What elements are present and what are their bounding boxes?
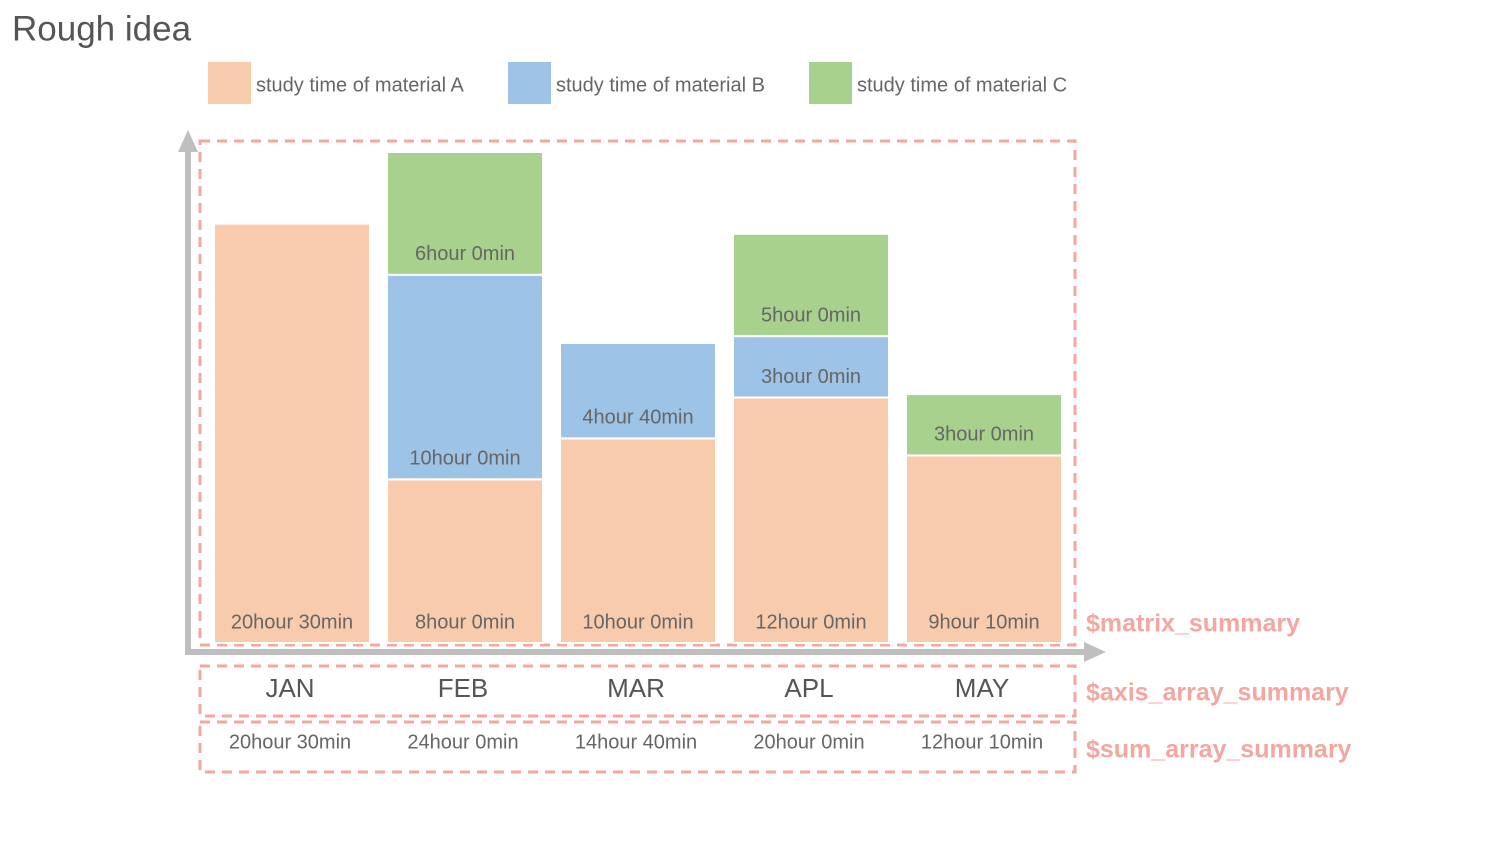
- bar-segment: [213, 222, 371, 645]
- annotation: $matrix_summary: [1086, 610, 1300, 638]
- value-label: 9hour 10min: [928, 611, 1039, 633]
- bar-segment: [559, 437, 717, 644]
- legend-swatch: [208, 62, 251, 104]
- value-label: 3hour 0min: [934, 424, 1034, 446]
- legend-swatch: [809, 62, 852, 104]
- value-label: 8hour 0min: [415, 611, 515, 633]
- value-label: 4hour 40min: [582, 407, 693, 429]
- value-label: 10hour 0min: [409, 448, 520, 470]
- value-label: 3hour 0min: [761, 366, 861, 388]
- total-label: 14hour 40min: [575, 731, 697, 753]
- x-tick-label: MAY: [955, 673, 1009, 703]
- bar-segment: [732, 232, 890, 338]
- chart-title: Rough idea: [12, 9, 192, 48]
- x-tick-label: FEB: [438, 673, 489, 703]
- bar-segment: [905, 454, 1063, 644]
- x-tick-label: JAN: [265, 673, 314, 703]
- value-label: 5hour 0min: [761, 304, 861, 326]
- sum-box: [198, 720, 1077, 774]
- bar-segment: [732, 335, 890, 399]
- bar-segment: [905, 393, 1063, 457]
- bar-segment: [732, 396, 890, 644]
- total-label: 24hour 0min: [407, 731, 518, 753]
- x-tick-label: MAR: [607, 673, 665, 703]
- legend-swatch: [508, 62, 551, 104]
- legend-label: study time of material A: [256, 74, 465, 96]
- value-label: 10hour 0min: [582, 611, 693, 633]
- legend-label: study time of material B: [556, 74, 765, 96]
- value-label: 20hour 30min: [231, 611, 353, 633]
- x-arrow: [1084, 642, 1106, 662]
- annotation: $sum_array_summary: [1086, 736, 1352, 764]
- x-tick-label: APL: [784, 673, 833, 703]
- annotation: $axis_array_summary: [1086, 679, 1349, 707]
- value-label: 12hour 0min: [755, 611, 866, 633]
- bar-segment: [386, 478, 544, 645]
- matrix-box: [198, 139, 1077, 647]
- bar-segment: [559, 341, 717, 440]
- axis-box: [198, 664, 1077, 718]
- total-label: 20hour 30min: [229, 731, 351, 753]
- legend-label: study time of material C: [857, 74, 1067, 96]
- total-label: 20hour 0min: [753, 731, 864, 753]
- bar-segment: [386, 273, 544, 481]
- bar-segment: [386, 151, 544, 276]
- y-arrow: [178, 130, 198, 152]
- total-label: 12hour 10min: [921, 731, 1043, 753]
- value-label: 6hour 0min: [415, 243, 515, 265]
